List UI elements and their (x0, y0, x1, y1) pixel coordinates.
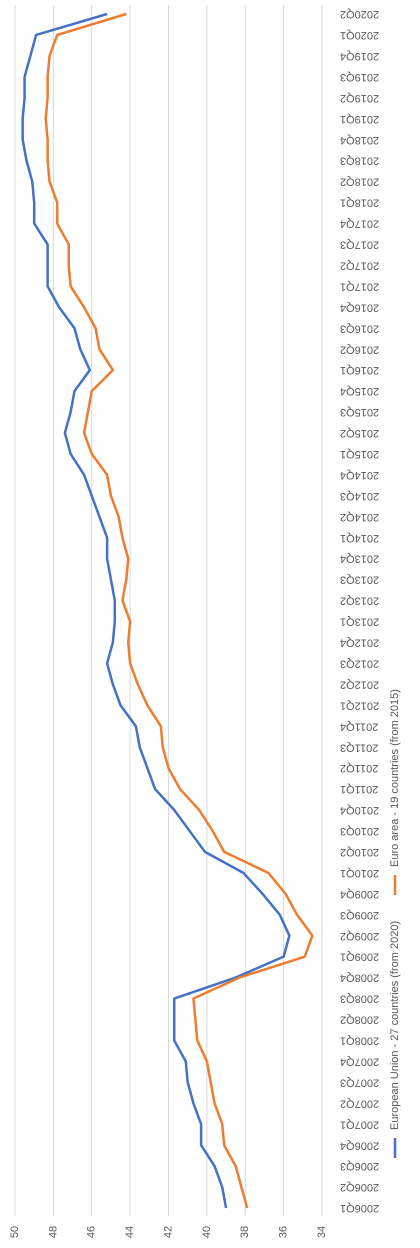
x-tick-label: 2011Q2 (340, 762, 378, 774)
x-tick-label: 2018Q1 (340, 197, 379, 209)
x-tick-label: 2017Q4 (340, 218, 379, 230)
y-tick-label: 38 (239, 1226, 251, 1238)
x-tick-label: 2007Q3 (340, 1076, 379, 1088)
y-tick-label: 46 (86, 1226, 98, 1238)
x-tick-label: 2013Q3 (340, 574, 379, 586)
x-tick-label: 2017Q3 (340, 239, 379, 251)
x-tick-label: 2013Q1 (340, 616, 379, 628)
x-tick-label: 2015Q2 (340, 427, 379, 439)
x-tick-label: 2012Q4 (340, 637, 379, 649)
x-tick-label: 2019Q2 (340, 92, 379, 104)
x-tick-label: 2017Q1 (340, 280, 379, 292)
x-tick-label: 2014Q3 (340, 490, 379, 502)
series-line (44, 12, 314, 1209)
x-tick-label: 2006Q2 (340, 1181, 379, 1193)
x-tick-label: 2008Q3 (340, 993, 379, 1005)
x-tick-label: 2013Q4 (340, 553, 379, 565)
x-tick-label: 2008Q1 (340, 1035, 379, 1047)
x-tick-label: 2006Q3 (340, 1160, 379, 1172)
x-tick-label: 2018Q2 (340, 176, 379, 188)
series-line (21, 12, 291, 1209)
x-tick-label: 2019Q4 (340, 50, 379, 62)
x-tick-label: 2011Q4 (340, 720, 378, 732)
x-tick-label: 2015Q4 (340, 385, 379, 397)
x-tick-label: 2010Q3 (340, 825, 379, 837)
y-tick-label: 48 (47, 1226, 59, 1238)
x-tick-label: 2018Q3 (340, 155, 379, 167)
x-tick-label: 2016Q3 (340, 322, 379, 334)
x-tick-label: 2019Q1 (340, 113, 379, 125)
x-tick-label: 2019Q3 (340, 71, 379, 83)
x-tick-label: 2012Q3 (340, 657, 379, 669)
x-tick-label: 2008Q4 (340, 972, 379, 984)
x-tick-label: 2014Q4 (340, 469, 379, 481)
x-tick-label: 2015Q3 (340, 406, 379, 418)
x-tick-label: 2014Q1 (340, 532, 379, 544)
x-tick-label: 2006Q4 (340, 1139, 379, 1151)
x-tick-label: 2020Q2 (340, 8, 379, 20)
x-tick-label: 2007Q2 (340, 1097, 379, 1109)
x-tick-label: 2010Q2 (340, 846, 379, 858)
x-tick-label: 2006Q1 (340, 1202, 379, 1214)
legend-label: European Union - 27 countries (from 2020… (389, 921, 401, 1130)
x-tick-label: 2014Q2 (340, 511, 379, 523)
y-tick-label: 36 (278, 1226, 290, 1238)
x-tick-label: 2009Q3 (340, 909, 379, 921)
x-tick-label: 2020Q1 (340, 29, 379, 41)
x-tick-label: 2017Q2 (340, 259, 379, 271)
x-tick-label: 2010Q1 (340, 867, 379, 879)
x-tick-label: 2016Q4 (340, 301, 379, 313)
x-tick-label: 2011Q1 (340, 783, 378, 795)
x-tick-label: 2008Q2 (340, 1014, 379, 1026)
legend-label: Euro area - 19 countries (from 2015) (389, 689, 401, 867)
x-tick-label: 2012Q1 (340, 699, 379, 711)
x-tick-label: 2009Q1 (340, 951, 379, 963)
x-tick-label: 2011Q3 (340, 741, 378, 753)
x-tick-label: 2015Q1 (340, 448, 379, 460)
y-tick-label: 44 (124, 1226, 136, 1238)
x-tick-label: 2009Q2 (340, 930, 379, 942)
y-tick-label: 40 (201, 1226, 213, 1238)
x-tick-label: 2016Q1 (340, 364, 379, 376)
x-tick-label: 2018Q4 (340, 134, 379, 146)
x-tick-label: 2013Q2 (340, 595, 379, 607)
y-tick-label: 42 (162, 1226, 174, 1238)
x-tick-label: 2016Q2 (340, 343, 379, 355)
x-tick-label: 2012Q2 (340, 678, 379, 690)
x-tick-label: 2007Q4 (340, 1055, 379, 1067)
y-tick-label: 50 (9, 1226, 21, 1238)
x-tick-label: 2009Q4 (340, 888, 379, 900)
x-tick-label: 2007Q1 (340, 1118, 379, 1130)
y-tick-label: 34 (316, 1226, 328, 1238)
x-tick-label: 2010Q4 (340, 804, 379, 816)
